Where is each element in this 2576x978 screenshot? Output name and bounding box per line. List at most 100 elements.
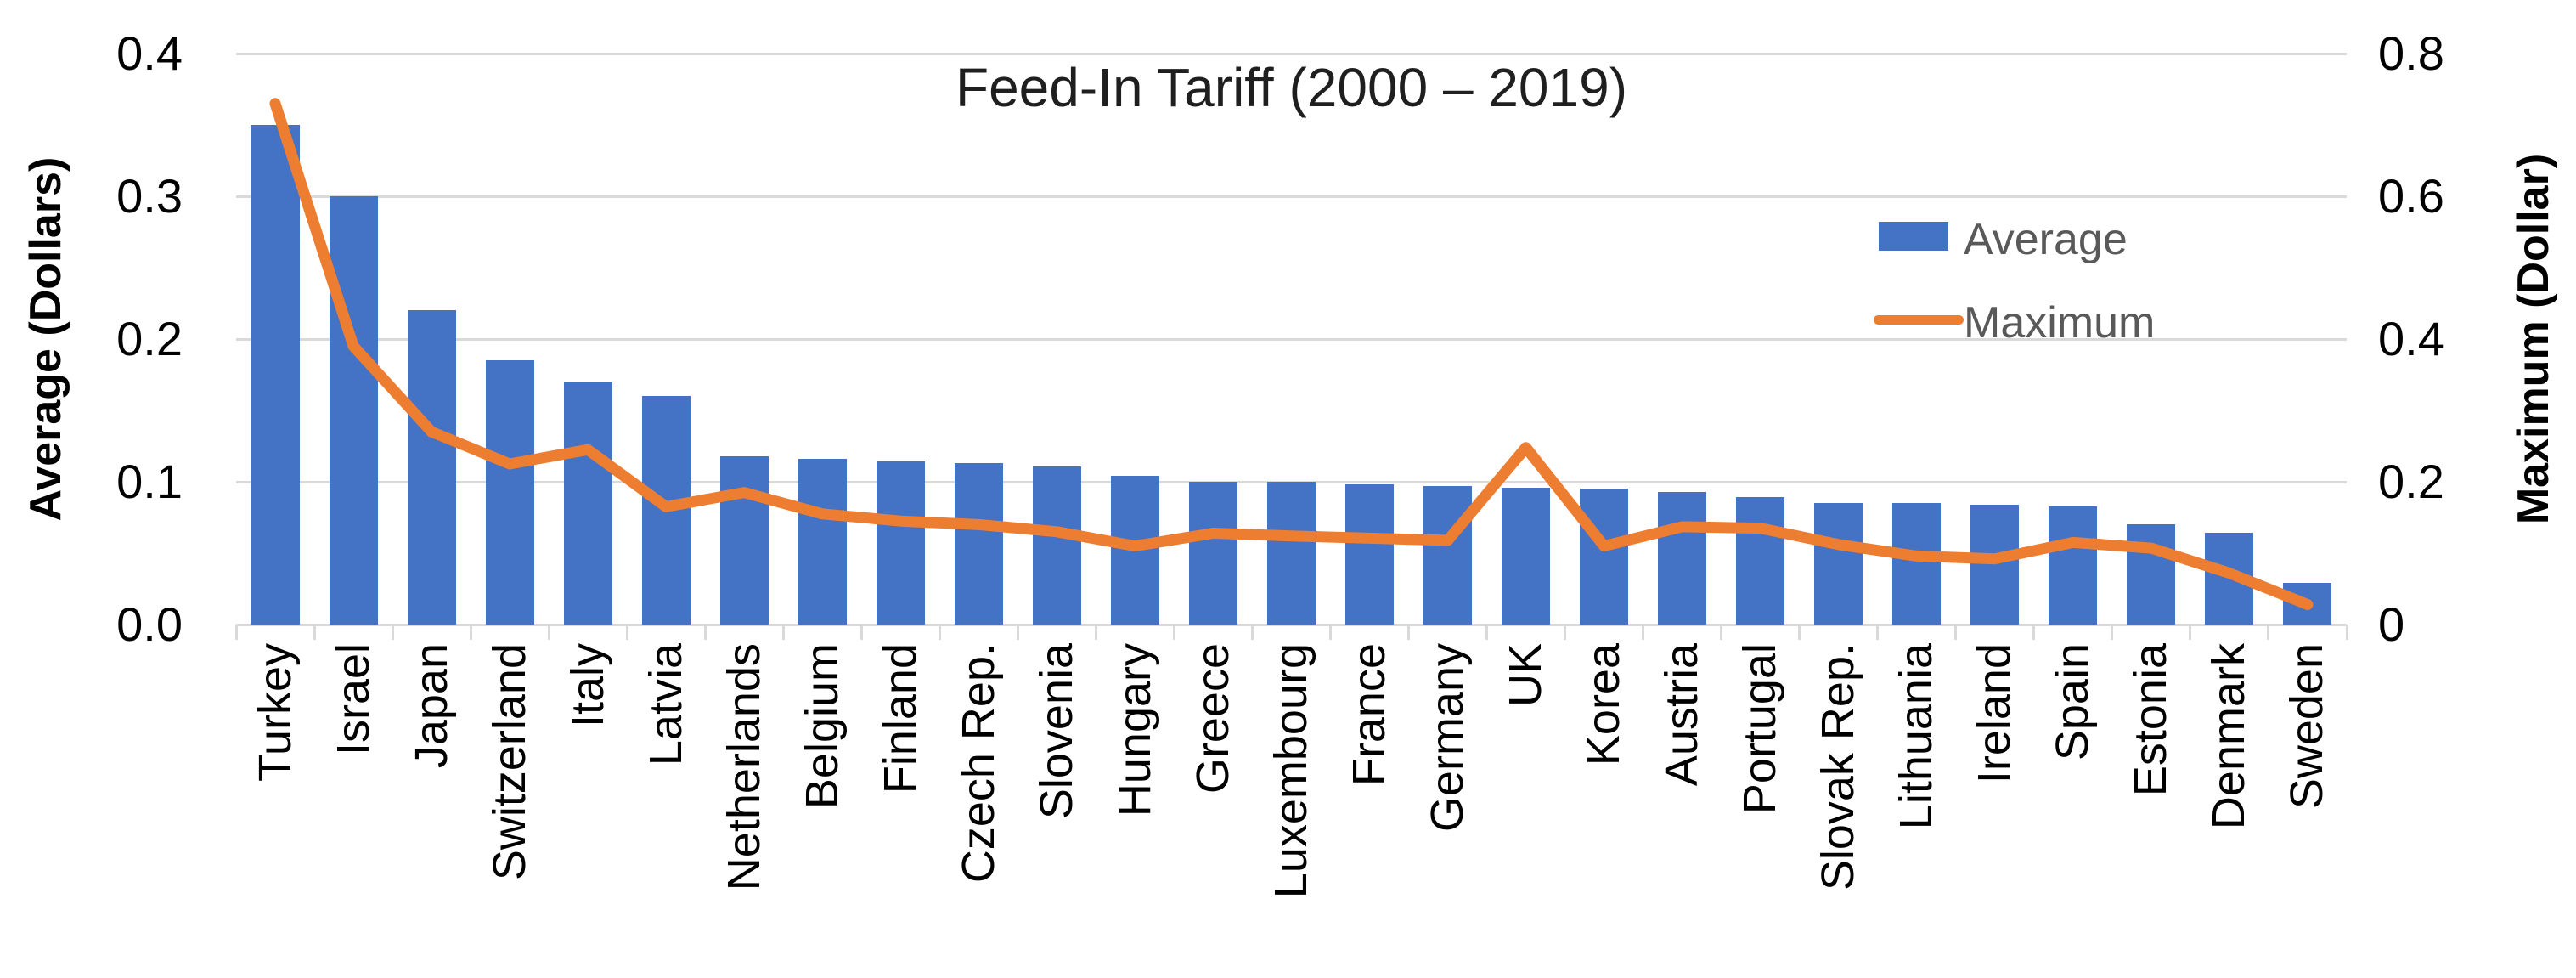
- x-axis-tick: [2032, 625, 2036, 640]
- x-label: Luxembourg: [1265, 643, 1317, 899]
- average-bar: [563, 382, 612, 625]
- x-label-cell: Germany: [1408, 643, 1486, 975]
- x-label-cell: Italy: [549, 643, 627, 975]
- average-bar: [1423, 486, 1472, 625]
- average-bar: [1658, 491, 1707, 625]
- right-axis-tick-label: 0: [2378, 597, 2405, 651]
- bar-slot-lithuania: [1878, 54, 1956, 625]
- average-bar: [798, 459, 847, 625]
- bar-slot-israel: [314, 54, 392, 625]
- x-label-cell: Austria: [1643, 643, 1722, 975]
- x-axis-tick: [2345, 625, 2348, 640]
- left-axis-tick-label: 0.3: [116, 169, 183, 223]
- bar-slot-finland: [861, 54, 939, 625]
- left-axis-tick-label: 0.1: [116, 455, 183, 508]
- left-axis-tick-label: 0.4: [116, 26, 183, 80]
- legend-maximum-label: Maximum: [1964, 298, 2156, 348]
- x-label-cell: Hungary: [1096, 643, 1174, 975]
- x-axis-tick: [860, 625, 863, 640]
- x-label: Sweden: [2281, 643, 2333, 810]
- x-label-cell: Israel: [314, 643, 392, 975]
- x-label-cell: Finland: [861, 643, 939, 975]
- right-axis-tick-label: 0.4: [2378, 312, 2444, 365]
- x-label-cell: Lithuania: [1878, 643, 1956, 975]
- x-label: Turkey: [249, 643, 301, 783]
- x-label: Portugal: [1734, 643, 1786, 815]
- x-axis-tick: [1485, 625, 1489, 640]
- x-label-cell: Turkey: [236, 643, 314, 975]
- plot-area: [234, 52, 2348, 640]
- bar-slot-slovak-rep-: [1800, 54, 1878, 625]
- bar-slot-luxembourg: [1252, 54, 1330, 625]
- average-bar: [1501, 487, 1551, 625]
- average-bar: [1344, 484, 1394, 625]
- x-label-cell: Latvia: [627, 643, 705, 975]
- bar-slot-switzerland: [471, 54, 549, 625]
- x-label: Finland: [874, 643, 926, 794]
- x-label-cell: Czech Rep.: [939, 643, 1017, 975]
- bar-slot-korea: [1565, 54, 1643, 625]
- legend-average-swatch: [1879, 222, 1948, 251]
- x-axis-tick: [1720, 625, 1723, 640]
- average-bar: [876, 461, 925, 625]
- x-label-cell: Luxembourg: [1252, 643, 1330, 975]
- x-label: Germany: [1422, 643, 1474, 833]
- x-label-cell: Sweden: [2269, 643, 2347, 975]
- bar-slot-netherlands: [705, 54, 783, 625]
- x-label-cell: Ireland: [1956, 643, 2034, 975]
- x-label-cell: Slovak Rep.: [1800, 643, 1878, 975]
- x-axis-tick: [1954, 625, 1958, 640]
- x-label: Lithuania: [1891, 643, 1942, 830]
- bar-slot-portugal: [1722, 54, 1800, 625]
- x-label: Belgium: [796, 643, 848, 810]
- x-axis-tick: [1798, 625, 1801, 640]
- bar-series-average: [236, 54, 2347, 625]
- bar-slot-italy: [549, 54, 627, 625]
- x-axis-tick: [703, 625, 707, 640]
- x-axis-tick: [1172, 625, 1175, 640]
- maximum-line-path: [269, 98, 2314, 610]
- x-axis-tick: [781, 625, 785, 640]
- x-axis-tick: [1329, 625, 1333, 640]
- x-axis-tick: [1407, 625, 1411, 640]
- x-axis-tick: [1642, 625, 1645, 640]
- average-bar: [954, 463, 1003, 625]
- x-axis-category-labels: Turkey Israel Japan Switzerland Italy Latvia N…: [236, 643, 2347, 975]
- x-label: Japan: [405, 643, 457, 769]
- average-bar: [719, 455, 769, 625]
- x-label-cell: Greece: [1174, 643, 1252, 975]
- legend-maximum-swatch: [1874, 315, 1964, 325]
- bar-slot-estonia: [2112, 54, 2190, 625]
- right-axis-tick-label: 0.2: [2378, 455, 2444, 508]
- average-bar: [1580, 489, 1629, 625]
- x-label: Israel: [327, 643, 379, 756]
- average-bar: [1266, 482, 1316, 625]
- x-label: Spain: [2047, 643, 2099, 761]
- x-label-cell: Denmark: [2190, 643, 2269, 975]
- x-axis-tick: [547, 625, 550, 640]
- x-label-cell: France: [1330, 643, 1408, 975]
- x-axis-tick: [625, 625, 628, 640]
- x-axis-tick: [313, 625, 316, 640]
- average-bar: [485, 360, 534, 625]
- x-label: Greece: [1187, 643, 1239, 794]
- legend-average-label: Average: [1964, 215, 2128, 264]
- x-label-cell: Spain: [2034, 643, 2112, 975]
- bar-slot-greece: [1174, 54, 1252, 625]
- average-bar: [1892, 503, 1942, 625]
- bar-slot-uk: [1487, 54, 1565, 625]
- bar-slot-belgium: [783, 54, 861, 625]
- x-axis-tick: [234, 625, 238, 640]
- x-label: Estonia: [2125, 643, 2177, 797]
- bar-slot-france: [1330, 54, 1408, 625]
- x-axis-tick: [2111, 625, 2114, 640]
- x-axis-tick: [1016, 625, 1019, 640]
- x-label-cell: Portugal: [1722, 643, 1800, 975]
- average-bar: [2127, 524, 2176, 625]
- bar-slot-japan: [392, 54, 471, 625]
- x-axis-tick: [391, 625, 394, 640]
- x-label-cell: Korea: [1565, 643, 1643, 975]
- bar-slot-spain: [2034, 54, 2112, 625]
- bar-slot-slovenia: [1017, 54, 1096, 625]
- average-bar: [407, 310, 456, 625]
